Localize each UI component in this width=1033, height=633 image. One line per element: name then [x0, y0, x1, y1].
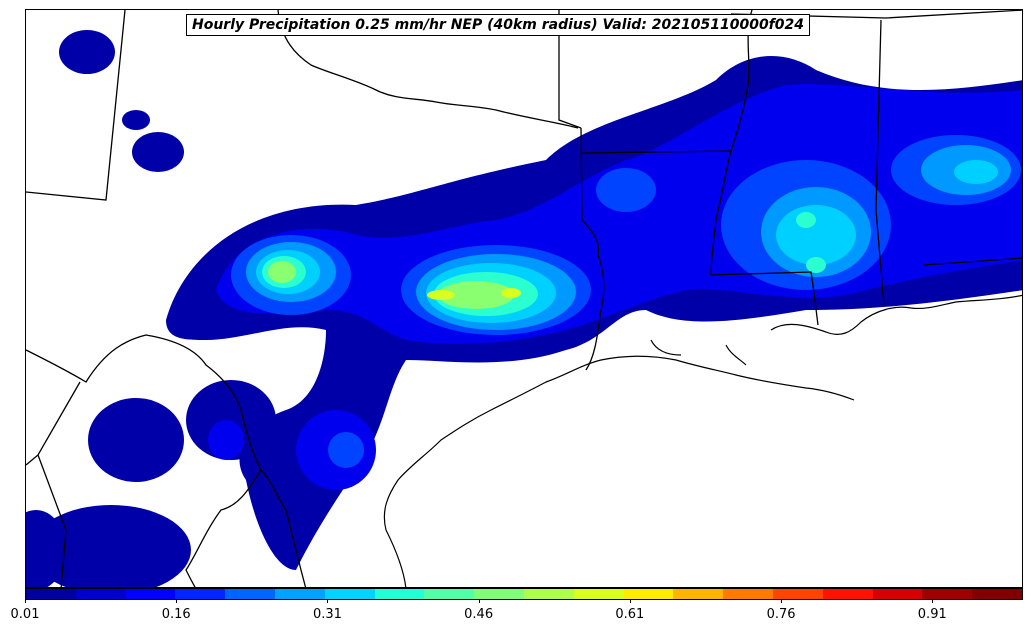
colorbar-segment	[324, 589, 375, 599]
tick-mark	[327, 599, 329, 603]
colorbar-segment	[175, 589, 226, 599]
tick-mark	[25, 599, 26, 603]
map-title: Hourly Precipitation 0.25 mm/hr NEP (40k…	[186, 14, 811, 36]
colorbar	[25, 588, 1023, 600]
colorbar-segment	[26, 589, 76, 599]
tick-label: 0.01	[10, 607, 40, 622]
tick-label: 0.61	[615, 607, 645, 622]
tick-label: 0.31	[312, 607, 342, 622]
map-panel	[25, 9, 1023, 588]
tick-label: 0.91	[917, 607, 947, 622]
colorbar-segment	[972, 589, 1022, 599]
colorbar-segment	[424, 589, 475, 599]
tick-label: 0.76	[766, 607, 796, 622]
probability-fields	[26, 30, 1022, 587]
colorbar-ticks: 0.01 0.16 0.31 0.46 0.61 0.76 0.91	[11, 599, 1023, 629]
colorbar-segment	[673, 589, 724, 599]
tick-mark	[932, 599, 934, 603]
tick-label: 0.46	[464, 607, 494, 622]
tick-label: 0.16	[161, 607, 191, 622]
tick-mark	[781, 599, 783, 603]
precipitation-map	[26, 10, 1022, 587]
colorbar-segment	[872, 589, 923, 599]
coastline	[383, 294, 1022, 587]
colorbar-segment	[474, 589, 524, 599]
colorbar-segment	[274, 589, 325, 599]
colorbar-segment	[225, 589, 275, 599]
colorbar-segment	[623, 589, 674, 599]
colorbar-segment	[523, 589, 574, 599]
colorbar-segment	[125, 589, 176, 599]
colorbar-segment	[772, 589, 823, 599]
tick-mark	[629, 599, 631, 603]
colorbar-segment	[822, 589, 873, 599]
tick-mark	[176, 599, 178, 603]
colorbar-segment	[922, 589, 973, 599]
colorbar-segment	[75, 589, 126, 599]
colorbar-segment	[374, 589, 425, 599]
colorbar-segment	[573, 589, 624, 599]
colorbar-segment	[723, 589, 773, 599]
tick-mark	[478, 599, 480, 603]
